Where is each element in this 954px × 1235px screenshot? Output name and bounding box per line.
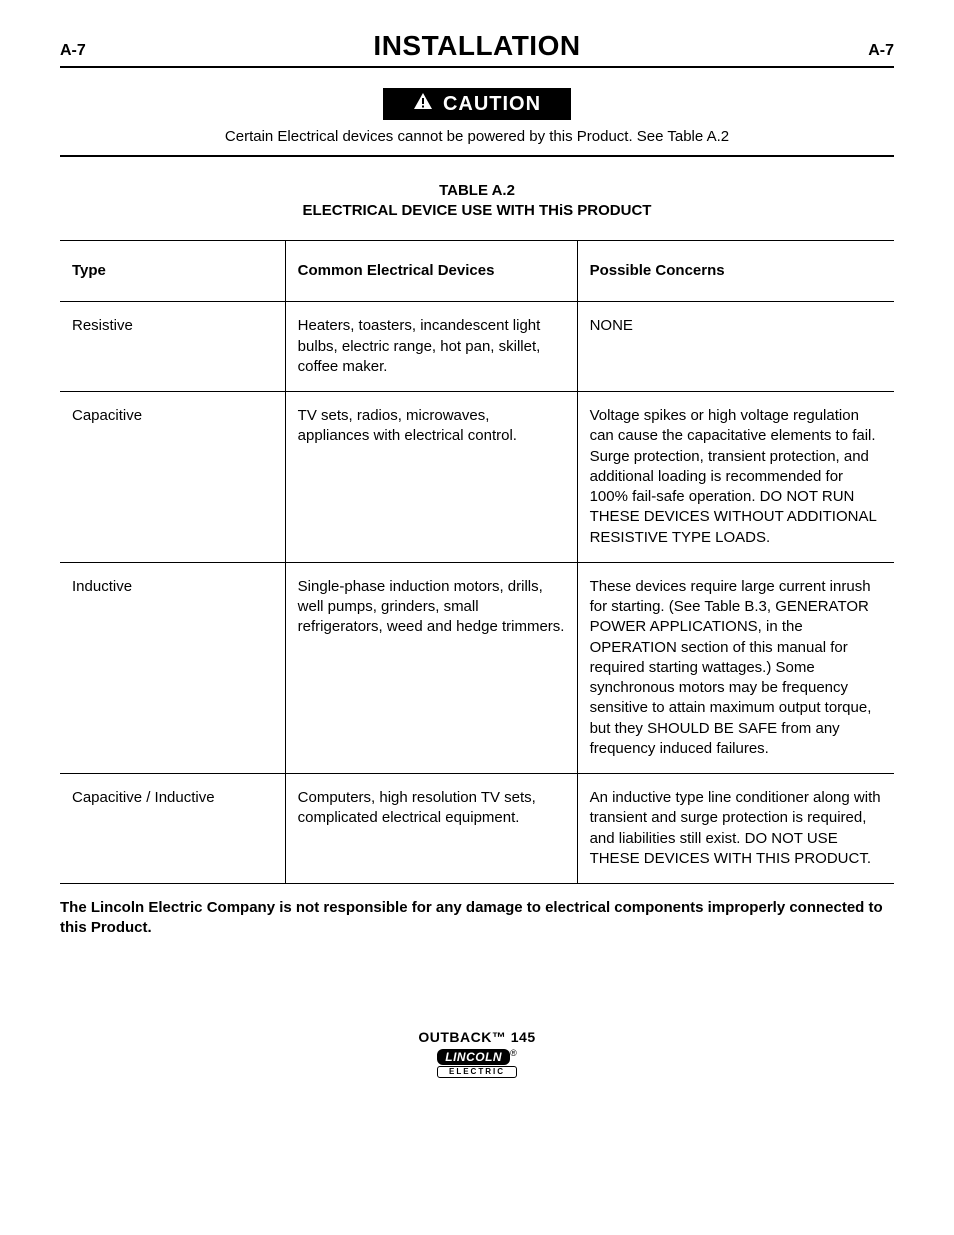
- table-row: Resistive Heaters, toasters, incandescen…: [60, 302, 894, 392]
- logo-registered-icon: ®: [510, 1048, 517, 1058]
- page-header: A-7 INSTALLATION A-7: [60, 30, 894, 68]
- col-header-devices: Common Electrical Devices: [285, 241, 577, 302]
- cell-type: Resistive: [60, 302, 285, 392]
- lincoln-logo: LINCOLN® ELECTRIC: [437, 1049, 516, 1079]
- page-footer: OUTBACK™ 145 LINCOLN® ELECTRIC: [60, 1029, 894, 1079]
- col-header-concerns: Possible Concerns: [577, 241, 894, 302]
- table-heading-line1: TABLE A.2: [60, 181, 894, 201]
- caution-note: Certain Electrical devices cannot be pow…: [60, 128, 894, 145]
- table-row: Inductive Single-phase induction motors,…: [60, 562, 894, 773]
- warning-triangle-icon: [413, 92, 433, 116]
- device-table: Type Common Electrical Devices Possible …: [60, 240, 894, 884]
- cell-concerns: Voltage spikes or high voltage regulatio…: [577, 392, 894, 563]
- product-name: OUTBACK™ 145: [60, 1029, 894, 1045]
- table-row: Capacitive / Inductive Computers, high r…: [60, 774, 894, 884]
- logo-top-text: LINCOLN: [437, 1049, 510, 1065]
- cell-devices: Computers, high resolution TV sets, comp…: [285, 774, 577, 884]
- section-divider: [60, 155, 894, 157]
- cell-concerns: These devices require large current inru…: [577, 562, 894, 773]
- logo-bottom-text: ELECTRIC: [437, 1066, 516, 1078]
- cell-devices: Heaters, toasters, incandescent light bu…: [285, 302, 577, 392]
- disclaimer: The Lincoln Electric Company is not resp…: [60, 898, 894, 939]
- cell-type: Inductive: [60, 562, 285, 773]
- table-heading-line2: ELECTRICAL DEVICE USE WITH THiS PRODUCT: [60, 201, 894, 221]
- table-heading: TABLE A.2 ELECTRICAL DEVICE USE WITH THi…: [60, 181, 894, 220]
- cell-type: Capacitive / Inductive: [60, 774, 285, 884]
- cell-concerns: NONE: [577, 302, 894, 392]
- cell-devices: Single-phase induction motors, drills, w…: [285, 562, 577, 773]
- cell-concerns: An inductive type line conditioner along…: [577, 774, 894, 884]
- page-code-left: A-7: [60, 42, 86, 60]
- cell-type: Capacitive: [60, 392, 285, 563]
- page-title: INSTALLATION: [373, 30, 580, 62]
- table-header-row: Type Common Electrical Devices Possible …: [60, 241, 894, 302]
- caution-label: CAUTION: [443, 93, 541, 116]
- col-header-type: Type: [60, 241, 285, 302]
- caution-banner-wrap: CAUTION: [60, 88, 894, 120]
- cell-devices: TV sets, radios, microwaves, appliances …: [285, 392, 577, 563]
- table-row: Capacitive TV sets, radios, microwaves, …: [60, 392, 894, 563]
- caution-banner: CAUTION: [383, 88, 571, 120]
- page-code-right: A-7: [868, 42, 894, 60]
